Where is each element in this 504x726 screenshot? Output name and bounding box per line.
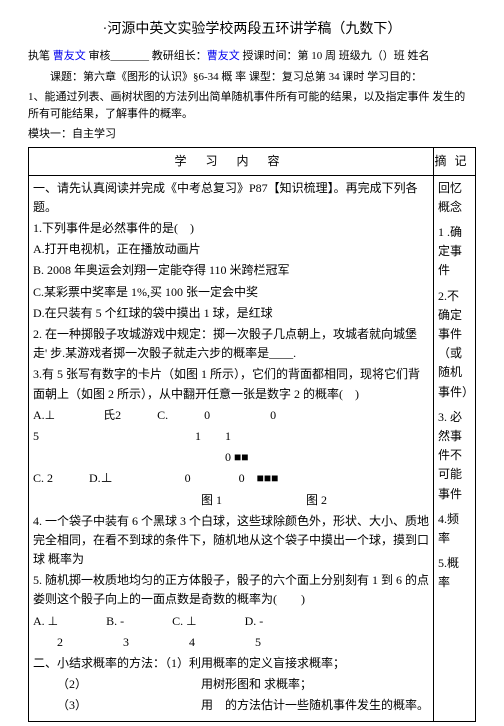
meta-mid: 审核_______ 教研组长： — [86, 50, 207, 62]
summary-b: （3） 用 的方法估计一些随机事件发生的概率。 — [33, 696, 429, 715]
para-intro: 一、请先认真阅读并完成《中考总复习》P87【知识梳理】。再完成下列各题。 — [33, 179, 429, 217]
side-r1: 回忆概念 — [438, 179, 471, 217]
q1-c: C.某彩票中奖率是 1%,买 100 张一定会中奖 — [33, 283, 429, 302]
q1: 1.下列事件是必然事件的是( ) — [33, 219, 429, 238]
q4: 4. 一个袋子中装有 6 个黑球 3 个白球，这些球除颜色外，形状、大小、质地 … — [33, 512, 429, 570]
q1-b: B. 2008 年奥运会刘翔一定能夺得 110 米跨栏冠军 — [33, 261, 429, 280]
q3-opts-mid2: 0 ■■ — [33, 448, 429, 467]
meta-prefix: 执笔 — [28, 50, 53, 62]
meta-line-3: 1、能通过列表、画树状图的方法列出简单随机事件所有可能的结果，以及指定事件 发生… — [28, 89, 476, 122]
q1-a: A.打开电视机，正在播放动画片 — [33, 240, 429, 259]
q5-nums: 2 3 4 5 — [33, 633, 429, 652]
sidebar-cell: 回忆概念 1 .确定事件 2.不确定事件（或随机事件） 3. 必然事件不可能事件… — [434, 175, 476, 721]
side-r4: 3. 必然事件不可能事件 — [438, 408, 471, 504]
meta-tail: 授课时间：第 10 周 班级九（）班 姓名 — [240, 50, 430, 62]
q5-opts: A. ⊥ B. - C. ⊥ D. - — [33, 612, 429, 631]
side-r6: 5.概率 — [438, 554, 471, 592]
q3-figlabels: 图 1 图 2 — [33, 491, 429, 510]
author-2: 曹友文 — [207, 50, 240, 62]
q2: 2. 在一种掷骰子攻城游戏中规定：掷一次骰子几点朝上，攻城者就向城堡走' 步.某… — [33, 325, 429, 363]
meta-line-1: 执笔 曹友文 审核_______ 教研组长：曹友文 授课时间：第 10 周 班级… — [28, 48, 476, 65]
side-r5: 4.频率 — [438, 510, 471, 548]
side-r3: 2.不确定事件（或随机事件） — [438, 287, 471, 402]
q3: 3.有 5 张写有数字的卡片（如图 1 所示），它们的背面都相同，现将它们背面朝… — [33, 365, 429, 403]
content-table: 学 习 内 容 摘记 一、请先认真阅读并完成《中考总复习》P87【知识梳理】。再… — [28, 147, 476, 722]
page-title: ·河源中英文实验学校两段五环讲学稿（九数下） — [28, 18, 476, 38]
q3-opts-mid1: 5 1 1 — [33, 427, 429, 446]
q1-d: D.在只装有 5 个红球的袋中摸出 1 球，是红球 — [33, 304, 429, 323]
col-header-right: 摘记 — [434, 147, 476, 175]
content-cell: 一、请先认真阅读并完成《中考总复习》P87【知识梳理】。再完成下列各题。 1.下… — [29, 175, 434, 721]
meta-line-2: 课题：第六章《图形的认识》§6-34 概 率 课型：复习总第 34 课时 学习目… — [28, 69, 476, 86]
side-r2: 1 .确定事件 — [438, 223, 471, 281]
col-header-left: 学 习 内 容 — [29, 147, 434, 175]
summary-a: （2） 用树形图和 求概率； — [33, 675, 429, 694]
q3-opts-2: C. 2 D.⊥ 0 0 ■■■ — [33, 469, 429, 488]
author-1: 曹友文 — [53, 50, 86, 62]
module-label: 模块一：自主学习 — [28, 126, 476, 143]
q3-opts-1: A.⊥ 氏2 C. 0 0 — [33, 406, 429, 425]
summary: 二、小结求概率的方法：（1）利用概率的定义盲接求概率； — [33, 654, 429, 673]
q5: 5. 随机掷一枚质地均匀的正方体骰子，骰子的六个面上分别刻有 1 到 6 的点娄… — [33, 571, 429, 609]
